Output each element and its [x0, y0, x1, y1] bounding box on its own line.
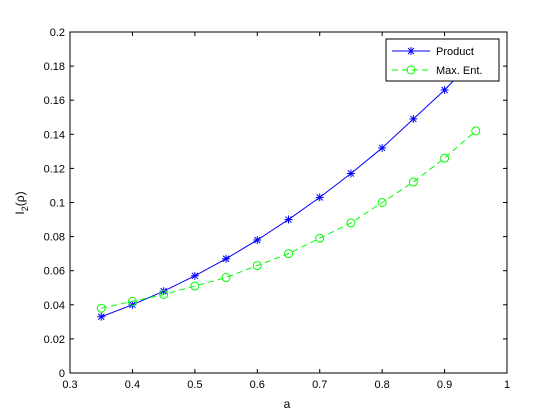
data-point [408, 177, 418, 187]
y-axis-label-subscript: 2 [20, 206, 30, 211]
x-tick-label: 0.4 [125, 379, 140, 391]
x-tick-label: 0.7 [312, 379, 327, 391]
y-tick-label: 0.08 [44, 232, 65, 244]
x-axis-label: a [284, 397, 291, 411]
y-tick-label: 0.04 [44, 300, 65, 312]
x-tick-label: 0.6 [250, 379, 265, 391]
y-tick-label: 0.06 [44, 266, 65, 278]
data-point [190, 281, 200, 291]
y-tick-label: 0.16 [44, 95, 65, 107]
y-axis: 0 0.02 0.04 0.06 0.08 0.1 0.12 0.14 0.16 0.18 0.2 [44, 27, 507, 380]
x-tick-label: 0.8 [374, 379, 389, 391]
data-point [221, 273, 231, 283]
data-point [252, 261, 262, 271]
data-point [378, 143, 387, 152]
legend: Product Max. Ent. [385, 38, 500, 82]
x-axis: 0.3 0.4 0.5 0.6 0.7 0.8 0.9 1 [62, 32, 510, 391]
x-tick-label: 0.9 [437, 379, 452, 391]
legend-item: Product [392, 46, 474, 58]
data-point [284, 249, 293, 259]
data-point [96, 303, 106, 313]
x-tick-label: 0.3 [62, 379, 77, 391]
y-tick-label: 0.14 [44, 129, 65, 141]
data-point [409, 114, 418, 123]
data-point [315, 193, 324, 202]
y-tick-label: 0 [59, 368, 65, 380]
data-point [253, 236, 262, 245]
y-axis-label-main: I [13, 211, 27, 214]
data-point [440, 85, 449, 94]
data-point [190, 271, 199, 280]
data-point [471, 126, 481, 136]
data-point [346, 169, 355, 178]
legend-marker [407, 47, 415, 55]
y-tick-label: 0.02 [44, 334, 65, 346]
legend-label: Max. Ent. [436, 65, 482, 77]
y-tick-label: 0.18 [44, 61, 65, 73]
data-point [346, 218, 356, 228]
plot-area [69, 31, 508, 374]
legend-label: Product [436, 46, 474, 58]
legend-box [385, 38, 500, 82]
data-point [284, 215, 293, 224]
data-point [97, 312, 106, 321]
legend-marker [406, 65, 416, 75]
series-circle [96, 126, 481, 313]
x-tick-label: 0.5 [187, 379, 202, 391]
y-axis-label-rest: (ρ) [13, 191, 27, 206]
y-axis-label: I2(ρ) [13, 191, 30, 214]
y-tick-label: 0.1 [50, 198, 65, 210]
plot-border [69, 31, 508, 374]
data-point [222, 254, 231, 263]
series-line [101, 130, 477, 309]
data-point [315, 233, 325, 243]
data-point [159, 290, 169, 300]
data-point [440, 153, 450, 163]
data-point [377, 198, 387, 207]
x-tick-label: 1 [504, 379, 510, 391]
legend-item: Max. Ent. [392, 65, 482, 77]
data-point [127, 296, 137, 306]
y-tick-label: 0.2 [50, 27, 65, 39]
y-tick-label: 0.12 [44, 163, 65, 175]
